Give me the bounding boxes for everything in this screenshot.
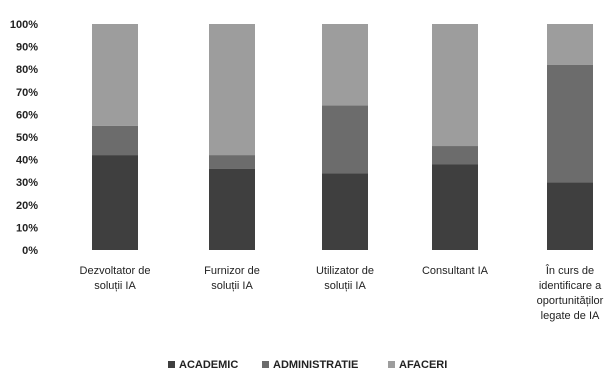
x-tick-label: Utilizator de soluții IA xyxy=(316,265,374,292)
legend-item-administratie: ADMINISTRATIE xyxy=(262,359,358,371)
bar-segment-academic xyxy=(547,182,593,250)
bar-segment-administratie xyxy=(92,125,138,156)
bars xyxy=(92,24,593,250)
bar-segment-administratie xyxy=(547,64,593,183)
y-tick-label: 100% xyxy=(10,19,38,31)
legend-label: AFACERI xyxy=(399,359,447,371)
bar-segment-administratie xyxy=(322,105,368,174)
legend-label: ACADEMIC xyxy=(179,359,238,371)
bar-segment-afaceri xyxy=(322,24,368,106)
bar-segment-academic xyxy=(322,173,368,250)
bar-segment-academic xyxy=(92,155,138,250)
bar-segment-afaceri xyxy=(432,24,478,147)
x-tick-label: Dezvoltator de soluții IA xyxy=(80,265,151,292)
legend-item-academic: ACADEMIC xyxy=(168,359,238,371)
bar-segment-academic xyxy=(432,164,478,250)
legend: ACADEMIC ADMINISTRATIE AFACERI xyxy=(168,359,447,371)
x-tick-label: În curs de identificare a oportunităților l… xyxy=(537,264,604,322)
bar-segment-administratie xyxy=(209,155,255,169)
y-tick-label: 50% xyxy=(16,132,38,144)
y-tick-label: 60% xyxy=(16,109,38,121)
y-tick-label: 20% xyxy=(16,200,38,212)
legend-swatch xyxy=(168,361,175,368)
legend-item-afaceri: AFACERI xyxy=(388,359,447,371)
y-axis: 0% 10% 20% 30% 40% 50% 60% 70% 80% 90% 100% xyxy=(10,19,38,257)
y-tick-label: 90% xyxy=(16,42,38,54)
bar-segment-administratie xyxy=(432,146,478,165)
bar-segment-afaceri xyxy=(92,24,138,126)
y-tick-label: 30% xyxy=(16,177,38,189)
y-tick-label: 80% xyxy=(16,64,38,76)
x-tick-label: Furnizor de soluții IA xyxy=(204,265,260,292)
y-tick-label: 10% xyxy=(16,222,38,234)
bar-segment-afaceri xyxy=(547,24,593,65)
x-tick-label: Consultant IA xyxy=(422,265,489,277)
bar-segment-academic xyxy=(209,168,255,250)
y-tick-label: 0% xyxy=(22,245,38,257)
y-tick-label: 40% xyxy=(16,155,38,167)
bar-segment-afaceri xyxy=(209,24,255,156)
legend-swatch xyxy=(262,361,269,368)
x-axis: Dezvoltator de soluții IA Furnizor de soluț… xyxy=(80,264,604,322)
legend-swatch xyxy=(388,361,395,368)
y-tick-label: 70% xyxy=(16,87,38,99)
legend-label: ADMINISTRATIE xyxy=(273,359,358,371)
